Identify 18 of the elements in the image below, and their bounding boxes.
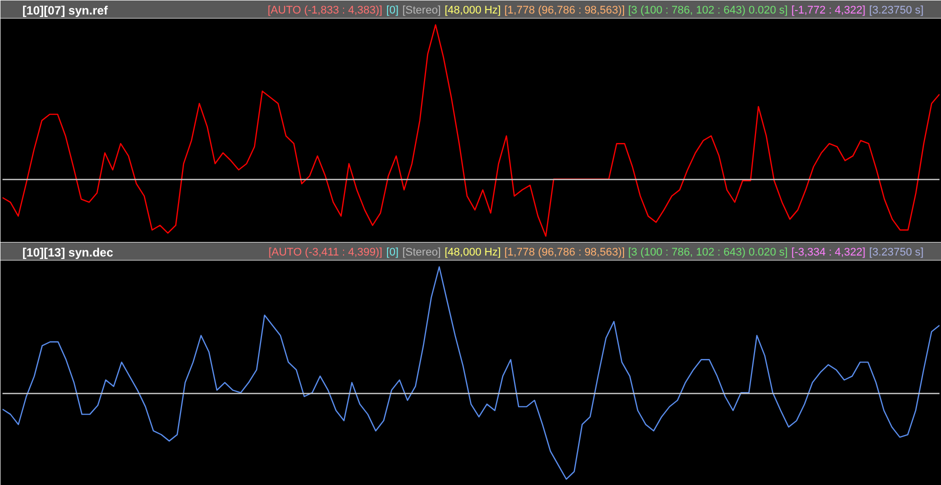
chart-title: [10][07] syn.ref	[22, 3, 109, 18]
text: [3 (100 : 786, 102 : 643) 0.020 s]	[628, 4, 788, 16]
text: [1,778 (96,786 : 98,563)]	[504, 4, 625, 16]
text: [3.23750 s]	[869, 246, 924, 258]
text: [AUTO (-1,833 : 4,383)]	[268, 4, 382, 16]
text: [Stereo]	[402, 246, 441, 258]
text: [48,000 Hz]	[444, 246, 501, 258]
text: [-1,772 : 4,322]	[791, 4, 866, 16]
text: [3.23750 s]	[869, 4, 924, 16]
text: [AUTO (-3,411 : 4,399)]	[268, 246, 382, 258]
text: [0]	[386, 4, 399, 16]
text: [48,000 Hz]	[444, 4, 501, 16]
text: [0]	[386, 246, 399, 258]
text: [1,778 (96,786 : 98,563)]	[504, 246, 625, 258]
text: [3 (100 : 786, 102 : 643) 0.020 s]	[628, 246, 788, 258]
text: [-3,334 : 4,322]	[791, 246, 866, 258]
chart-title: [10][13] syn.dec	[22, 245, 114, 260]
text: [Stereo]	[402, 4, 441, 16]
